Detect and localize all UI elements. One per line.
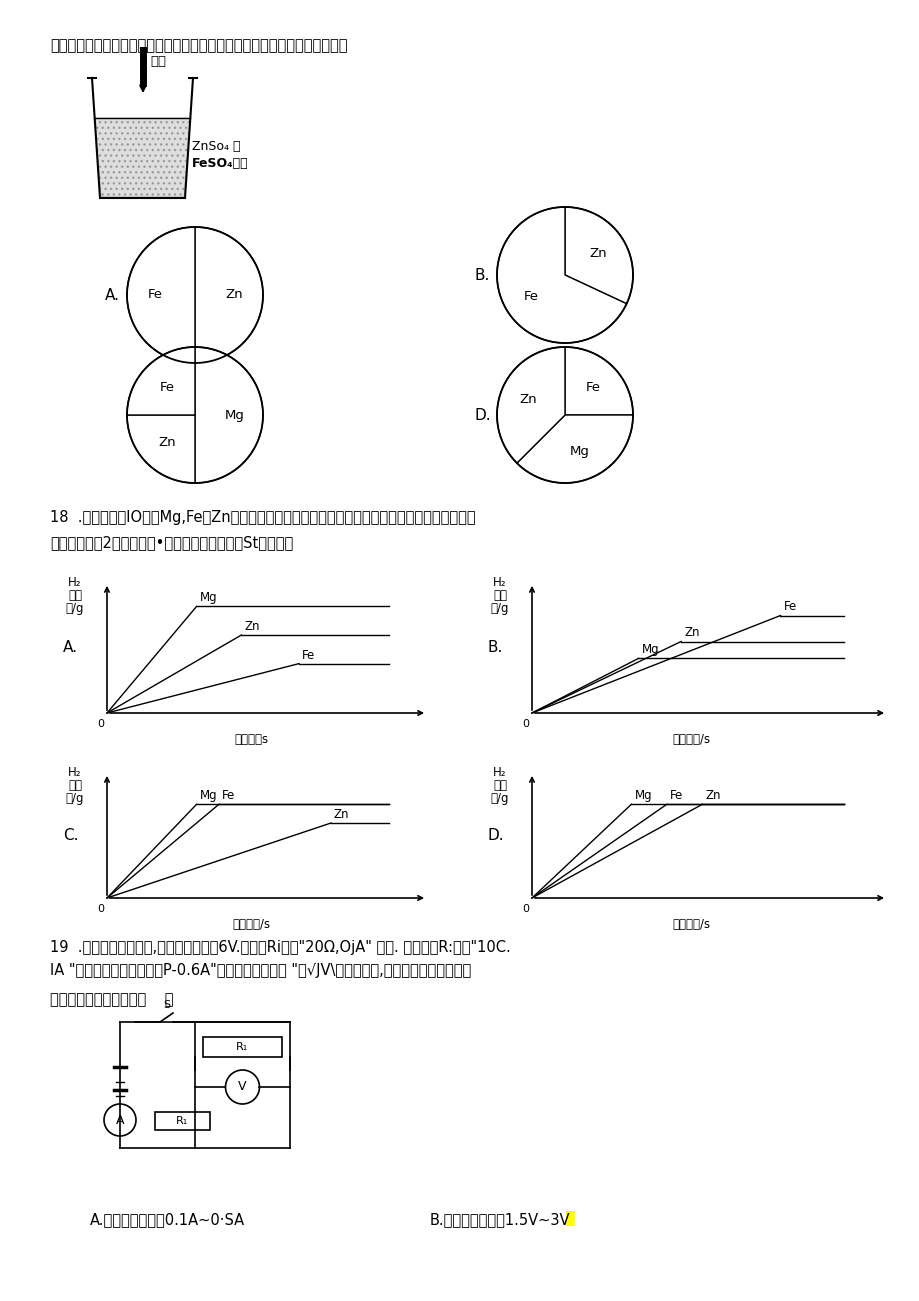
Text: 0: 0 xyxy=(97,719,105,729)
Text: 量/g: 量/g xyxy=(65,792,85,805)
Text: Zn: Zn xyxy=(519,393,537,406)
Text: H₂: H₂ xyxy=(493,766,506,779)
Polygon shape xyxy=(127,415,195,483)
Text: 19  .如图所示的电路中,电源电压但定为6V.变用器Ri标有"20Ω,OjA" 字样. 定値电阵R:标有"10C.: 19 .如图所示的电路中,电源电压但定为6V.变用器Ri标有"20Ω,OjA" … xyxy=(50,941,510,955)
Text: Fe: Fe xyxy=(159,381,175,394)
Text: Zn: Zn xyxy=(244,621,260,634)
Text: Mg: Mg xyxy=(199,790,217,803)
Text: FeSO₄溶液: FeSO₄溶液 xyxy=(192,157,248,170)
Text: Zn: Zn xyxy=(705,790,720,803)
Text: D.: D. xyxy=(487,827,505,843)
Text: 的质: 的质 xyxy=(68,589,82,602)
Text: B.: B. xyxy=(474,268,490,282)
Text: 0: 0 xyxy=(97,904,105,915)
Text: B.: B. xyxy=(487,640,503,656)
Text: V: V xyxy=(238,1081,246,1094)
Text: Zn: Zn xyxy=(684,627,698,640)
Text: ZnSo₄ 和: ZnSo₄ 和 xyxy=(192,141,240,154)
Polygon shape xyxy=(127,347,195,415)
Text: Mg: Mg xyxy=(199,592,217,605)
Text: Fe: Fe xyxy=(783,601,796,614)
Polygon shape xyxy=(564,347,632,415)
Text: Fe: Fe xyxy=(669,790,683,803)
Text: Mg: Mg xyxy=(570,445,589,458)
Text: R₁: R₁ xyxy=(236,1042,248,1053)
Text: Mg: Mg xyxy=(224,409,244,422)
Text: 0: 0 xyxy=(522,719,529,729)
Text: D.: D. xyxy=(474,407,491,423)
Text: B.电压表变化范围1.5V~3V: B.电压表变化范围1.5V~3V xyxy=(429,1213,570,1227)
Text: 18  .将质地均为IO克的Mg,Fe、Zn三种金属分别放入质量和溶质放量分数均相同的三份稀硫酸中，: 18 .将质地均为IO克的Mg,Fe、Zn三种金属分别放入质量和溶质放量分数均相… xyxy=(50,510,475,526)
Text: 反应时间s: 反应时间s xyxy=(233,732,267,745)
Text: 量/g: 量/g xyxy=(490,602,509,615)
Text: A: A xyxy=(116,1114,124,1127)
Text: 反应时间/s: 反应时间/s xyxy=(232,919,270,932)
Text: Zn: Zn xyxy=(158,436,176,449)
Polygon shape xyxy=(195,226,263,363)
Text: 反应时间/s: 反应时间/s xyxy=(672,732,710,745)
Polygon shape xyxy=(95,118,190,196)
Polygon shape xyxy=(496,347,632,483)
Text: 反应时间/s: 反应时间/s xyxy=(672,919,710,932)
Circle shape xyxy=(104,1105,136,1136)
Text: IA "字样若电流表的量程为P-0.6A"，电压表的股程为 "公√JV\滑片移动时,在保证电路安全的情况: IA "字样若电流表的量程为P-0.6A"，电压表的股程为 "公√JV\滑片移动… xyxy=(50,963,471,978)
Text: A.电流表变化范围0.1A~0·SA: A.电流表变化范围0.1A~0·SA xyxy=(90,1213,244,1227)
Text: Fe: Fe xyxy=(584,381,600,394)
Text: H₂: H₂ xyxy=(68,576,82,589)
Bar xyxy=(203,1037,282,1056)
Polygon shape xyxy=(496,207,632,343)
Polygon shape xyxy=(195,347,263,483)
Text: A.: A. xyxy=(62,640,78,656)
Polygon shape xyxy=(127,226,263,363)
Text: H₂: H₂ xyxy=(68,766,82,779)
Text: Zn: Zn xyxy=(589,247,607,260)
Text: 酸亚铁的质量相同，充分反应后烧杯内固体的组成和质大小关系不可能的是（: 酸亚铁的质量相同，充分反应后烧杯内固体的组成和质大小关系不可能的是（ xyxy=(50,38,347,53)
Text: A.: A. xyxy=(105,288,119,303)
Text: Zn: Zn xyxy=(225,289,243,302)
Text: Fe: Fe xyxy=(524,290,539,303)
Polygon shape xyxy=(127,226,195,363)
Text: Fe: Fe xyxy=(221,790,235,803)
Polygon shape xyxy=(496,347,564,463)
Text: 量/g: 量/g xyxy=(65,602,85,615)
Text: 反应完成后有2种金属剩余•则它们生成盛气的质St关系是＜: 反应完成后有2种金属剩余•则它们生成盛气的质St关系是＜ xyxy=(50,535,293,550)
Text: 下，下列说法正确的是（    ）: 下，下列说法正确的是（ ） xyxy=(50,991,174,1007)
Text: 的质: 的质 xyxy=(68,779,82,792)
Text: H₂: H₂ xyxy=(493,576,506,589)
Text: R₁: R₁ xyxy=(176,1116,188,1125)
Bar xyxy=(154,1112,210,1131)
Text: Fe: Fe xyxy=(301,649,315,662)
Text: 0: 0 xyxy=(522,904,529,915)
Text: 锅条: 锅条 xyxy=(150,55,165,68)
Text: 的质: 的质 xyxy=(493,779,506,792)
Text: S: S xyxy=(164,1000,170,1010)
Text: Mg: Mg xyxy=(634,790,652,803)
Circle shape xyxy=(225,1069,259,1105)
Text: 的质: 的质 xyxy=(493,589,506,602)
Polygon shape xyxy=(564,207,632,303)
Text: Fe: Fe xyxy=(148,289,163,302)
Bar xyxy=(565,1211,574,1226)
Text: Zn: Zn xyxy=(334,808,349,821)
Text: 量/g: 量/g xyxy=(490,792,509,805)
Text: Mg: Mg xyxy=(641,644,658,657)
Polygon shape xyxy=(127,347,263,483)
Polygon shape xyxy=(496,207,626,343)
Text: C.: C. xyxy=(62,827,78,843)
Polygon shape xyxy=(516,415,632,483)
